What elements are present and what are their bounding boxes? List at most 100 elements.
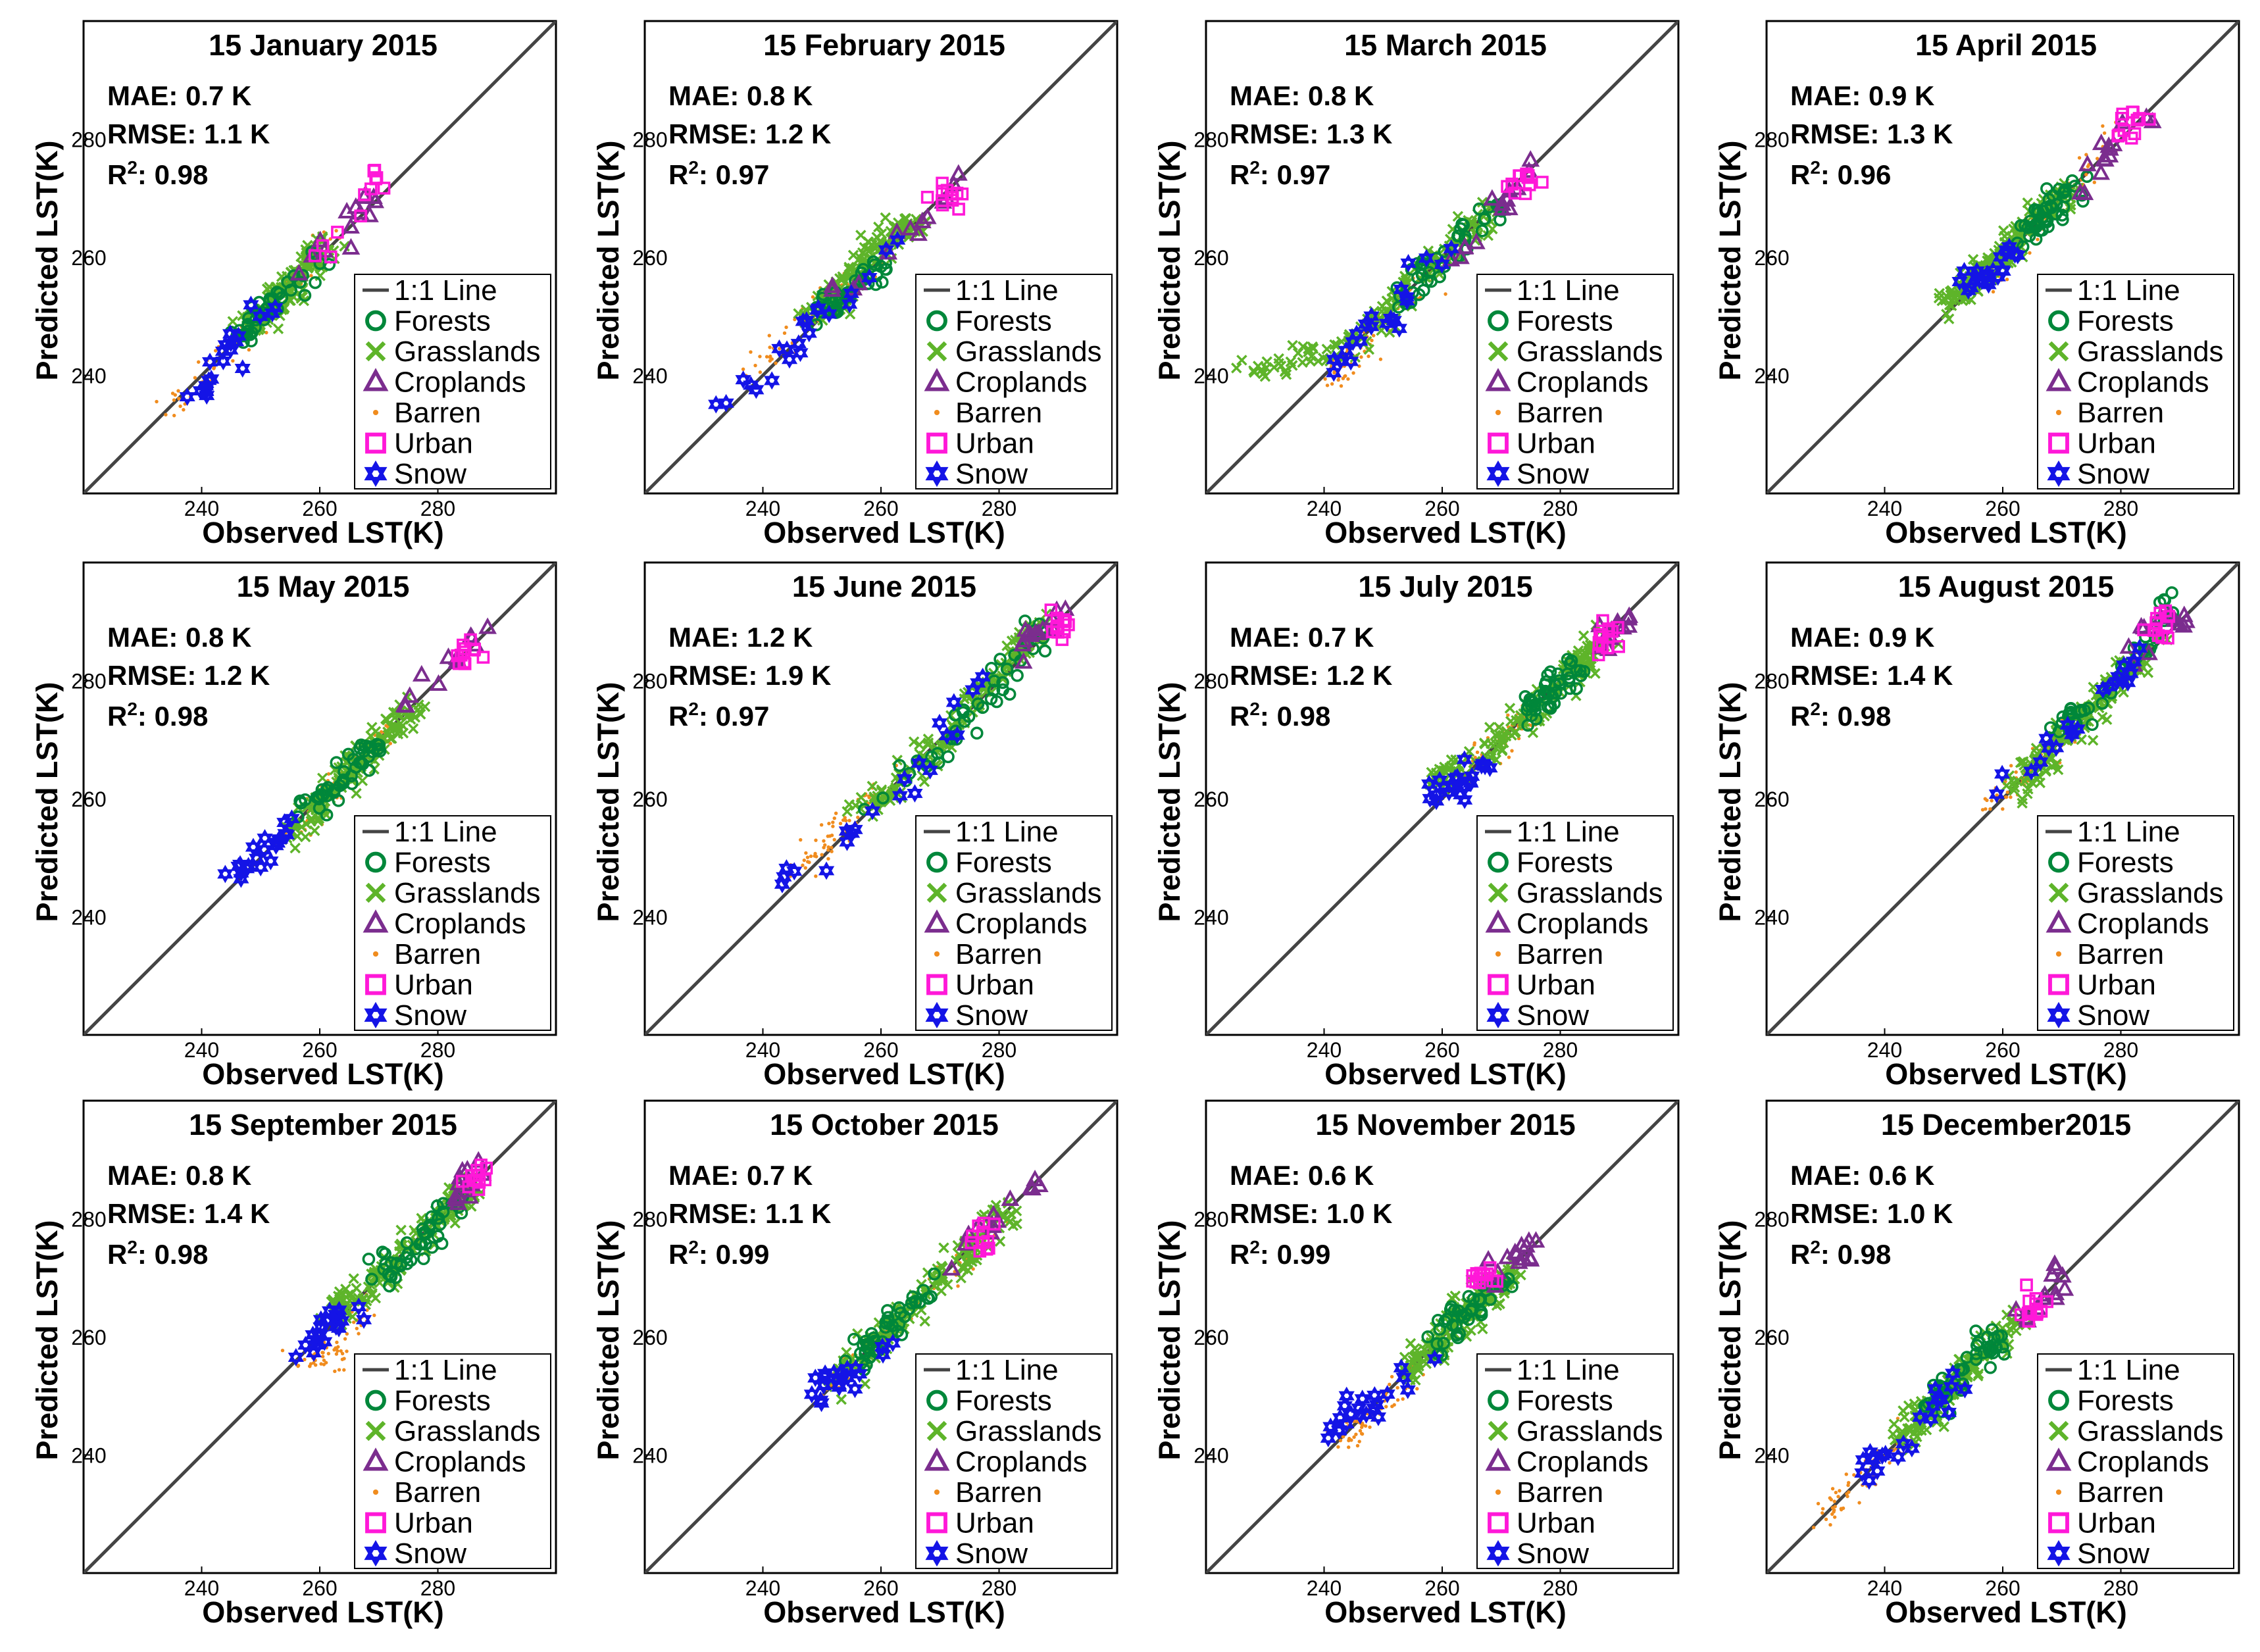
mae-text: MAE: 0.9 K: [1790, 80, 1934, 111]
marker-forests: [2045, 201, 2058, 214]
panel-title: 15 November 2015: [1315, 1108, 1575, 1141]
marker-snow: [861, 268, 878, 287]
marker-forests: [1474, 1308, 1488, 1322]
marker-urban: [1488, 974, 1509, 995]
marker-barren: [758, 355, 762, 359]
legend-label: 1:1 Line: [394, 816, 497, 848]
marker-forests: [2165, 586, 2178, 599]
panel-title: 15 March 2015: [1344, 28, 1547, 62]
marker-grasslands: [880, 212, 891, 224]
rmse-text: RMSE: 1.4 K: [107, 1198, 270, 1229]
y-tick-label: 280: [71, 1208, 106, 1232]
marker-snow: [245, 838, 262, 857]
marker-forests: [913, 1295, 926, 1309]
marker-grasslands: [938, 1242, 949, 1253]
marker-forests: [942, 750, 955, 764]
marker-snow: [1456, 750, 1472, 769]
rmse-text: RMSE: 1.0 K: [1230, 1198, 1392, 1229]
marker-grasslands: [1911, 1431, 1922, 1443]
marker-barren: [1839, 1507, 1844, 1512]
marker-forests: [1988, 1331, 2001, 1345]
marker-urban: [365, 432, 386, 454]
marker-urban: [2022, 1294, 2036, 1308]
marker-forests: [2048, 851, 2069, 873]
x-tick-label: 240: [1307, 497, 1342, 520]
legend-label: Urban: [955, 428, 1034, 460]
y-tick-label: 260: [71, 1326, 106, 1349]
x-tick-label: 240: [1867, 1576, 1902, 1600]
legend-entry-1-1-line: 1:1 Line: [924, 816, 1059, 848]
marker-forests: [2044, 721, 2057, 734]
marker-barren: [1367, 354, 1370, 359]
marker-croplands: [363, 909, 389, 933]
marker-croplands: [2095, 149, 2113, 166]
marker-barren: [1832, 1515, 1837, 1519]
marker-barren: [182, 408, 186, 412]
marker-grasslands: [276, 271, 288, 282]
marker-urban: [1050, 621, 1063, 635]
legend-entry-barren: Barren: [1495, 938, 1603, 970]
x-axis-label: Observed LST(K): [202, 1057, 444, 1091]
marker-snow: [965, 680, 981, 699]
marker-grasslands: [1941, 309, 1952, 320]
marker-croplands: [1029, 622, 1048, 640]
mae-text: MAE: 0.9 K: [1790, 622, 1934, 653]
legend-entry-urban: Urban: [1488, 969, 1595, 1001]
marker-grasslands: [296, 821, 307, 833]
marker-croplands: [363, 368, 389, 391]
marker-barren: [1495, 951, 1501, 957]
marker-barren: [2009, 764, 2013, 768]
marker-barren: [1378, 357, 1383, 361]
marker-forests: [2055, 209, 2069, 222]
legend-label: Grasslands: [1517, 1415, 1663, 1447]
panel-title: 15 April 2015: [1915, 28, 2097, 62]
marker-grasslands: [1590, 668, 1601, 679]
marker-barren: [838, 821, 843, 826]
legend-box: [2037, 815, 2234, 1031]
legend-label: 1:1 Line: [1517, 1354, 1620, 1386]
legend-label: Barren: [955, 1476, 1042, 1509]
marker-croplands: [338, 201, 357, 218]
legend-entry-grasslands: Grasslands: [365, 877, 541, 909]
legend-label: Forests: [394, 305, 491, 338]
marker-forests: [926, 1389, 947, 1411]
legend-entry-urban: Urban: [2048, 969, 2156, 1001]
legend-label: Grasslands: [2077, 1415, 2224, 1447]
marker-snow: [2059, 716, 2076, 734]
marker-croplands: [400, 686, 419, 703]
marker-barren: [1330, 382, 1334, 386]
marker-barren: [372, 1313, 376, 1317]
marker-snow: [238, 859, 255, 878]
legend-label: 1:1 Line: [1517, 274, 1620, 307]
marker-forests: [436, 1205, 450, 1218]
marker-snow: [1348, 324, 1365, 343]
marker-croplands: [1451, 247, 1470, 264]
panel-2: 15 February 2015 MAE: 0.8 K RMSE: 1.2 K R2:…: [591, 20, 1118, 549]
marker-snow: [890, 230, 906, 249]
marker-barren: [793, 317, 797, 322]
x-axis-label: Observed LST(K): [763, 516, 1005, 549]
marker-urban: [365, 974, 386, 995]
marker-urban: [926, 974, 947, 995]
r2-text: R2: 0.98: [107, 1237, 208, 1270]
x-tick-label: 240: [184, 497, 219, 520]
marker-croplands: [1482, 189, 1501, 206]
panel-8: 15 August 2015 MAE: 0.9 K RMSE: 1.4 K R2: 0…: [1713, 561, 2240, 1091]
marker-forests: [1003, 688, 1017, 701]
marker-snow: [884, 1334, 901, 1353]
marker-grasslands: [291, 830, 303, 842]
marker-croplands: [2046, 909, 2072, 933]
rmse-text: RMSE: 1.9 K: [668, 660, 831, 691]
marker-barren: [345, 1332, 349, 1336]
marker-forests: [281, 275, 294, 289]
legend-entry-forests: Forests: [2048, 847, 2174, 879]
marker-snow: [949, 726, 965, 745]
marker-snow: [1399, 1380, 1416, 1399]
marker-snow: [1956, 262, 1972, 280]
marker-barren: [334, 1352, 339, 1356]
marker-forests: [2076, 195, 2090, 208]
marker-snow: [1432, 770, 1448, 789]
legend-label: Grasslands: [955, 336, 1102, 368]
marker-barren: [1392, 1403, 1396, 1407]
marker-forests: [1960, 1351, 1974, 1364]
